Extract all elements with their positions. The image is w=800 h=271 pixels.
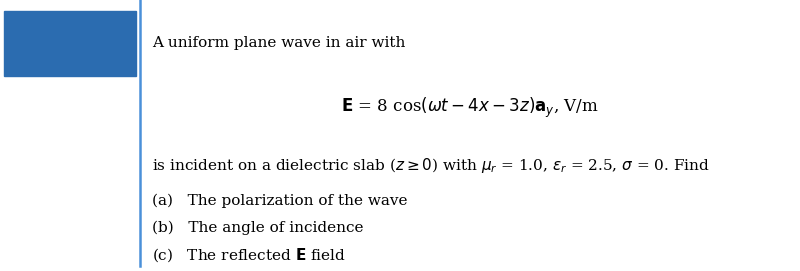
Text: $\mathbf{E}$ = 8 cos$(\omega t - 4x - 3z)\mathbf{a}_{y}$, V/m: $\mathbf{E}$ = 8 cos$(\omega t - 4x - 3z… <box>341 96 599 121</box>
Text: A uniform plane wave in air with: A uniform plane wave in air with <box>152 36 406 50</box>
Text: (c)   The reflected $\mathbf{E}$ field: (c) The reflected $\mathbf{E}$ field <box>152 246 346 264</box>
Text: (b)   The angle of incidence: (b) The angle of incidence <box>152 220 363 235</box>
Text: (a)   The polarization of the wave: (a) The polarization of the wave <box>152 193 407 208</box>
Text: EXAMPLE 10.12: EXAMPLE 10.12 <box>6 36 134 51</box>
Text: is incident on a dielectric slab ($z \geq 0$) with $\mu_r$ = 1.0, $\varepsilon_r: is incident on a dielectric slab ($z \ge… <box>152 156 710 175</box>
